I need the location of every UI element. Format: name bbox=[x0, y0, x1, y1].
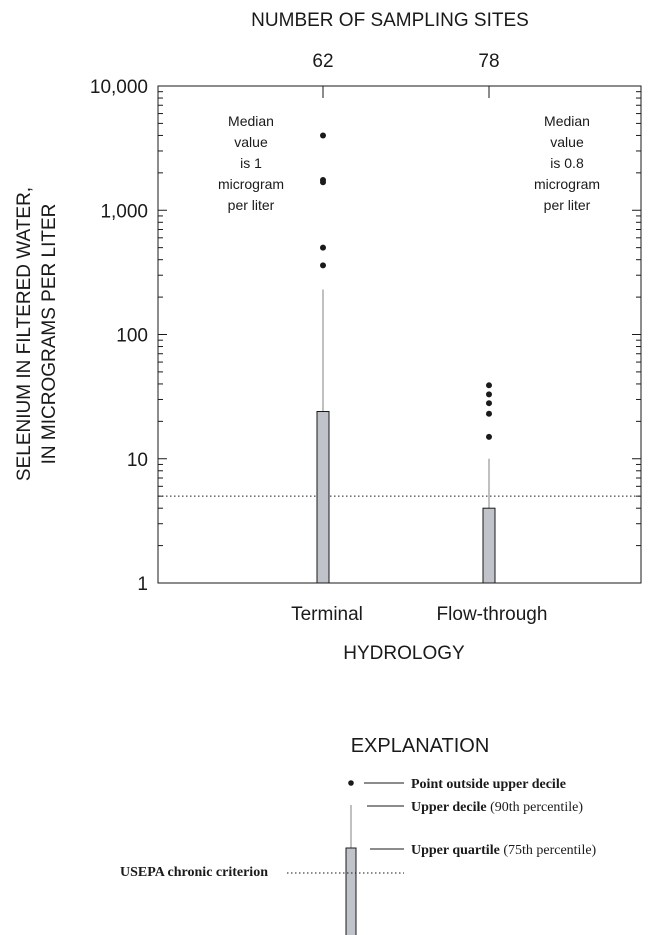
x-axis-title: HYDROLOGY bbox=[343, 643, 465, 664]
annotation-flow-through: Median value is 0.8 microgram per liter bbox=[534, 113, 600, 213]
box bbox=[482, 507, 496, 584]
outlier-point bbox=[486, 410, 492, 417]
annotation-terminal-line3: is 1 bbox=[240, 155, 262, 171]
outlier-point bbox=[320, 244, 326, 251]
annotation-terminal-line2: value bbox=[234, 134, 268, 150]
outlier-point bbox=[320, 262, 326, 269]
y-tick-label: 10,000 bbox=[90, 77, 148, 98]
legend-outlier-bold: Point outside upper decile bbox=[411, 777, 566, 792]
outlier-point bbox=[486, 391, 492, 398]
y-axis-title-line1: SELENIUM IN FILTERED WATER, bbox=[14, 187, 35, 481]
outlier-point bbox=[320, 179, 326, 186]
box-group bbox=[316, 132, 496, 584]
y-tick-label: 10 bbox=[127, 450, 148, 471]
x-category-flow-through: Flow-through bbox=[437, 604, 548, 625]
box bbox=[316, 411, 330, 584]
outlier-point bbox=[486, 400, 492, 407]
y-tick-label: 1,000 bbox=[100, 201, 148, 222]
y-tick-label: 1 bbox=[137, 574, 148, 595]
site-count-terminal: 62 bbox=[312, 51, 333, 72]
annotation-flow-through-line2: value bbox=[550, 134, 584, 150]
legend-decile-text: Upper decile (90th percentile) bbox=[411, 800, 583, 815]
outlier-point bbox=[320, 132, 326, 139]
legend-decile-bold: Upper decile bbox=[411, 800, 487, 815]
site-count-flow-through: 78 bbox=[478, 51, 499, 72]
y-tick-labels: 1 10 100 1,000 10,000 bbox=[90, 77, 148, 595]
y-axis-title-line2: IN MICROGRAMS PER LITER bbox=[39, 204, 60, 465]
top-axis-title: NUMBER OF SAMPLING SITES bbox=[251, 10, 529, 31]
outlier-point bbox=[486, 382, 492, 389]
explanation-title: EXPLANATION bbox=[351, 735, 490, 757]
annotation-terminal: Median value is 1 microgram per liter bbox=[218, 113, 284, 213]
outlier-point bbox=[486, 433, 492, 440]
annotation-flow-through-line3: is 0.8 bbox=[550, 155, 584, 171]
legend-decile-normal: (90th percentile) bbox=[487, 800, 584, 815]
legend-box bbox=[345, 847, 357, 935]
legend-quartile-normal: (75th percentile) bbox=[500, 843, 597, 858]
legend-outlier-text: Point outside upper decile bbox=[411, 777, 566, 792]
annotation-terminal-line1: Median bbox=[228, 113, 274, 129]
legend-quartile-bold: Upper quartile bbox=[411, 843, 500, 858]
x-category-terminal: Terminal bbox=[291, 604, 363, 625]
y-tick-label: 100 bbox=[116, 326, 148, 347]
legend-outlier-point bbox=[348, 780, 354, 786]
axis-ticks bbox=[158, 86, 641, 584]
annotation-flow-through-line5: per liter bbox=[544, 197, 591, 213]
annotation-terminal-line4: microgram bbox=[218, 176, 284, 192]
annotation-flow-through-line1: Median bbox=[544, 113, 590, 129]
annotation-terminal-line5: per liter bbox=[228, 197, 275, 213]
legend-criterion-label: USEPA chronic criterion bbox=[120, 865, 268, 880]
legend-quartile-text: Upper quartile (75th percentile) bbox=[411, 843, 597, 858]
annotation-flow-through-line4: microgram bbox=[534, 176, 600, 192]
